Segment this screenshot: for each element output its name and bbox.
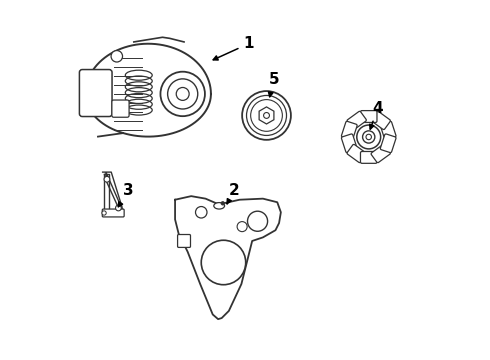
FancyBboxPatch shape [361, 152, 377, 163]
Circle shape [116, 205, 122, 211]
Circle shape [264, 113, 270, 118]
FancyBboxPatch shape [371, 144, 391, 163]
Text: 2: 2 [227, 183, 240, 204]
Polygon shape [102, 172, 122, 212]
FancyBboxPatch shape [380, 121, 396, 140]
Ellipse shape [214, 203, 224, 209]
Text: 1: 1 [213, 36, 254, 60]
Circle shape [363, 131, 375, 143]
Circle shape [247, 211, 268, 231]
FancyBboxPatch shape [361, 111, 377, 122]
FancyBboxPatch shape [342, 121, 357, 140]
Circle shape [242, 91, 291, 140]
FancyBboxPatch shape [79, 69, 112, 117]
Circle shape [366, 134, 371, 140]
Circle shape [237, 222, 247, 231]
Circle shape [102, 211, 106, 215]
FancyBboxPatch shape [342, 134, 357, 153]
FancyBboxPatch shape [347, 111, 367, 130]
FancyBboxPatch shape [347, 144, 367, 163]
Polygon shape [85, 44, 211, 136]
Circle shape [104, 176, 110, 182]
Circle shape [357, 125, 381, 149]
Text: 5: 5 [269, 72, 279, 97]
Polygon shape [175, 196, 281, 319]
Circle shape [221, 202, 224, 205]
Text: 3: 3 [118, 183, 134, 207]
FancyBboxPatch shape [371, 111, 391, 130]
Polygon shape [105, 173, 122, 214]
Circle shape [201, 240, 245, 285]
Circle shape [196, 207, 207, 218]
FancyBboxPatch shape [112, 100, 129, 117]
FancyBboxPatch shape [102, 209, 124, 217]
Polygon shape [104, 174, 109, 211]
Text: 4: 4 [369, 101, 383, 129]
Circle shape [111, 50, 122, 62]
FancyBboxPatch shape [380, 134, 396, 153]
FancyBboxPatch shape [177, 234, 191, 247]
